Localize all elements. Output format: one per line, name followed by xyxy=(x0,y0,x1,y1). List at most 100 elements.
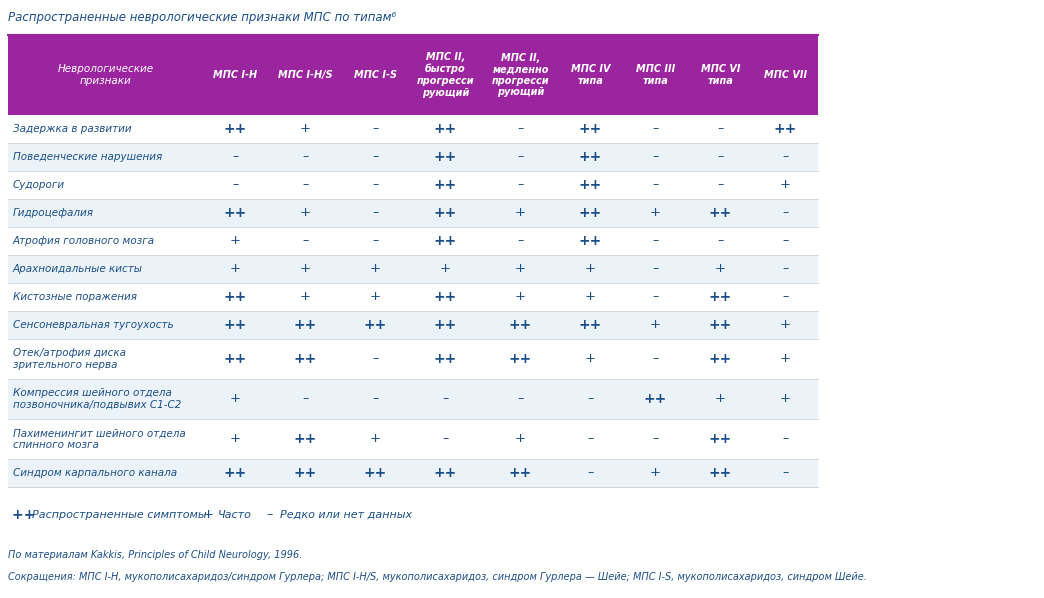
Text: ++: ++ xyxy=(578,206,602,220)
Text: –: – xyxy=(652,151,659,163)
Text: +: + xyxy=(780,178,791,191)
Text: –: – xyxy=(782,466,788,480)
Bar xyxy=(8,283,818,311)
Text: +: + xyxy=(585,352,596,365)
Text: МПС I-S: МПС I-S xyxy=(354,70,397,80)
Bar xyxy=(8,311,818,339)
Text: ++: ++ xyxy=(434,234,457,248)
Text: ++: ++ xyxy=(774,122,798,136)
Text: –: – xyxy=(303,151,309,163)
Text: –: – xyxy=(373,392,379,405)
Text: ++: ++ xyxy=(223,466,247,480)
Text: Гидроцефалия: Гидроцефалия xyxy=(13,208,94,218)
Text: ++: ++ xyxy=(293,318,317,332)
Text: ++: ++ xyxy=(223,318,247,332)
Text: –: – xyxy=(717,234,723,248)
Text: –: – xyxy=(443,432,449,446)
Text: +: + xyxy=(515,291,526,304)
Text: Распространенные симптомы: Распространенные симптомы xyxy=(32,510,207,520)
Text: По материалам Kakkis, Principles of Child Neurology, 1996.: По материалам Kakkis, Principles of Chil… xyxy=(8,550,303,560)
Text: –: – xyxy=(518,234,524,248)
Text: +: + xyxy=(370,291,381,304)
Text: +: + xyxy=(585,291,596,304)
Bar xyxy=(8,459,818,487)
Text: Неврологические
признаки: Неврологические признаки xyxy=(57,64,153,86)
Text: –: – xyxy=(373,234,379,248)
Text: –: – xyxy=(518,123,524,136)
Text: ++: ++ xyxy=(508,352,532,366)
Text: ++: ++ xyxy=(434,352,457,366)
Text: ++: ++ xyxy=(578,318,602,332)
Text: –: – xyxy=(652,432,659,446)
Text: +: + xyxy=(585,263,596,276)
Text: ++: ++ xyxy=(434,178,457,192)
Text: –: – xyxy=(588,392,594,405)
Text: ++: ++ xyxy=(293,432,317,446)
Text: +: + xyxy=(780,352,791,365)
Text: +: + xyxy=(300,123,311,136)
Text: +: + xyxy=(230,263,241,276)
Text: ⁠++: ⁠++ xyxy=(11,508,35,522)
Text: +: + xyxy=(515,432,526,446)
Text: –: – xyxy=(652,234,659,248)
Text: ++: ++ xyxy=(709,206,732,220)
Text: Пахименингит шейного отдела
спинного мозга: Пахименингит шейного отдела спинного моз… xyxy=(13,428,186,450)
Text: МПС VI
типа: МПС VI типа xyxy=(701,64,740,86)
Text: Кистозные поражения: Кистозные поражения xyxy=(13,292,137,302)
Text: ++: ++ xyxy=(508,318,532,332)
Text: –: – xyxy=(233,178,239,191)
Text: ++: ++ xyxy=(223,122,247,136)
Text: МПС II,
быстро
прогресси
рующий: МПС II, быстро прогресси рующий xyxy=(417,52,474,97)
Text: –: – xyxy=(266,508,272,521)
Text: ++: ++ xyxy=(364,466,387,480)
Text: –: – xyxy=(782,234,788,248)
Text: МПС I-H: МПС I-H xyxy=(213,70,258,80)
Text: Распространенные неврологические признаки МПС по типам⁶: Распространенные неврологические признак… xyxy=(8,11,397,25)
Text: –: – xyxy=(782,151,788,163)
Text: ++: ++ xyxy=(434,122,457,136)
Text: +: + xyxy=(715,392,726,405)
Text: +: + xyxy=(230,432,241,446)
Text: ++: ++ xyxy=(223,352,247,366)
Text: +: + xyxy=(203,508,214,521)
Text: +: + xyxy=(650,319,661,331)
Text: –: – xyxy=(782,432,788,446)
Text: Редко или нет данных: Редко или нет данных xyxy=(280,510,412,520)
Bar xyxy=(8,199,818,227)
Text: ++: ++ xyxy=(644,392,667,406)
Text: –: – xyxy=(717,123,723,136)
Text: Атрофия головного мозга: Атрофия головного мозга xyxy=(13,236,156,246)
Text: Компрессия шейного отдела
позвоночника/подвывих C1-C2: Компрессия шейного отдела позвоночника/п… xyxy=(13,388,182,410)
Text: –: – xyxy=(443,392,449,405)
Text: Сенсоневральная тугоухость: Сенсоневральная тугоухость xyxy=(13,320,173,330)
Bar xyxy=(8,143,818,171)
Text: +: + xyxy=(370,263,381,276)
Text: ++: ++ xyxy=(709,466,732,480)
Text: –: – xyxy=(233,151,239,163)
Bar xyxy=(8,115,818,143)
Text: –: – xyxy=(717,151,723,163)
Text: ++: ++ xyxy=(434,150,457,164)
Text: +: + xyxy=(515,263,526,276)
Text: –: – xyxy=(588,432,594,446)
Text: ++: ++ xyxy=(578,150,602,164)
Text: +: + xyxy=(715,263,726,276)
Text: ++: ++ xyxy=(578,178,602,192)
Text: +: + xyxy=(230,392,241,405)
Text: ++: ++ xyxy=(709,290,732,304)
Text: Арахноидальные кисты: Арахноидальные кисты xyxy=(13,264,143,274)
Text: Задержка в развитии: Задержка в развитии xyxy=(13,124,132,134)
Text: –: – xyxy=(303,392,309,405)
Text: +: + xyxy=(230,234,241,248)
Bar xyxy=(8,171,818,199)
Bar xyxy=(8,35,818,115)
Text: ++: ++ xyxy=(434,466,457,480)
Text: +: + xyxy=(780,392,791,405)
Text: ++: ++ xyxy=(709,432,732,446)
Text: Часто: Часто xyxy=(218,510,252,520)
Text: ++: ++ xyxy=(364,318,387,332)
Text: ++: ++ xyxy=(709,318,732,332)
Text: +: + xyxy=(370,432,381,446)
Text: Синдром карпального канала: Синдром карпального канала xyxy=(13,468,177,478)
Text: ++: ++ xyxy=(709,352,732,366)
